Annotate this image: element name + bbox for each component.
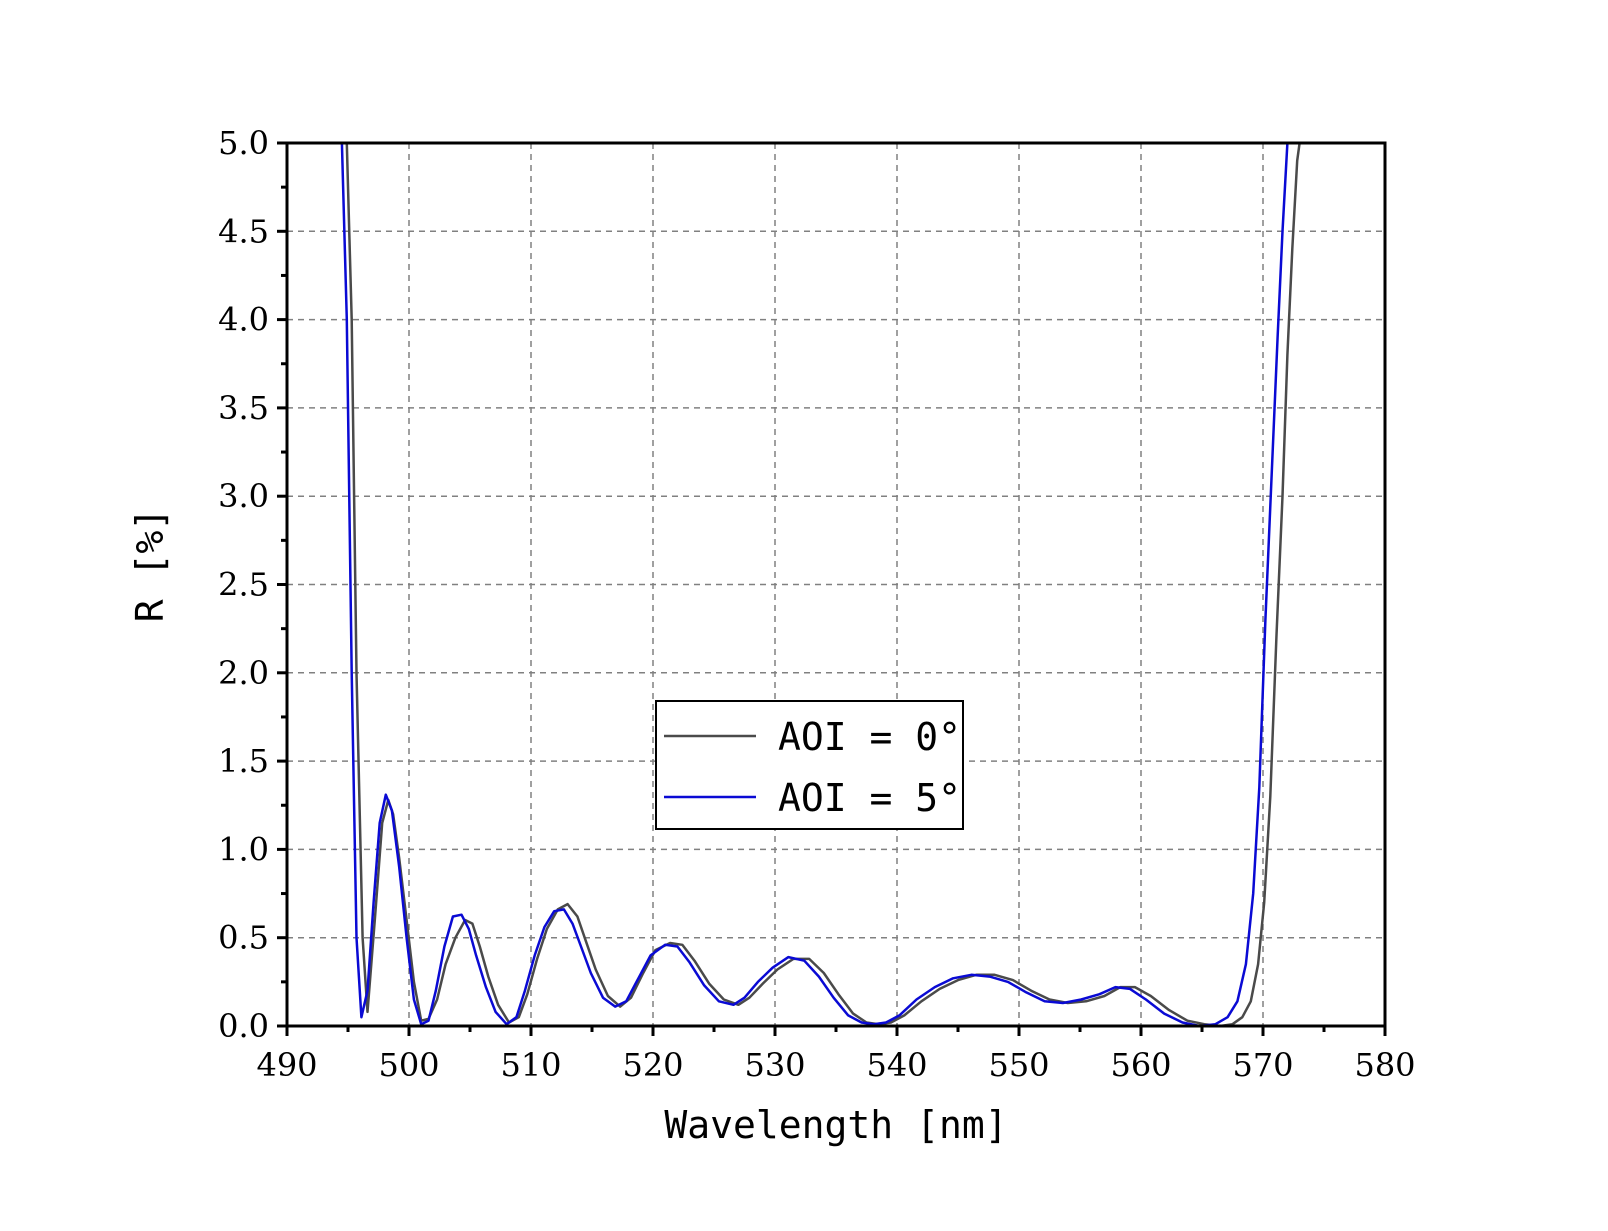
y-tick-label: 0.0 — [218, 1007, 269, 1045]
y-tick-label: 2.0 — [218, 654, 269, 692]
y-axis-title: R [%] — [128, 508, 172, 622]
x-tick-label: 540 — [866, 1046, 927, 1084]
grid — [287, 143, 1385, 1026]
y-tick-label: 1.5 — [218, 742, 269, 780]
y-tick-label: 3.0 — [218, 477, 269, 515]
x-tick-label: 570 — [1232, 1046, 1293, 1084]
series-lines — [340, 143, 1301, 1026]
x-tick-label: 560 — [1110, 1046, 1171, 1084]
series-line-aoi-0 — [345, 143, 1301, 1026]
y-tick-label: 2.5 — [218, 566, 269, 604]
x-tick-label: 550 — [988, 1046, 1049, 1084]
axis-ticks — [277, 141, 1387, 1036]
x-tick-label: 530 — [744, 1046, 805, 1084]
y-tick-label: 1.0 — [218, 830, 269, 868]
y-tick-label: 5.0 — [218, 124, 269, 162]
x-axis-title: Wavelength [nm] — [664, 1103, 1007, 1147]
y-tick-label: 3.5 — [218, 389, 269, 427]
legend-label-aoi-0: AOI = 0° — [778, 715, 961, 759]
plot-frame — [285, 141, 1387, 1028]
x-tick-label: 520 — [622, 1046, 683, 1084]
y-tick-label: 4.0 — [218, 301, 269, 339]
x-tick-label: 580 — [1354, 1046, 1415, 1084]
series-line-aoi-5 — [340, 143, 1293, 1026]
y-tick-labels: 0.0 0.5 1.0 1.5 2.0 2.5 3.0 3.5 4.0 4.5 5.0 — [218, 124, 269, 1045]
legend: AOI = 0° AOI = 5° — [655, 700, 964, 830]
legend-box — [655, 700, 964, 830]
x-tick-label: 490 — [256, 1046, 317, 1084]
x-tick-label: 500 — [378, 1046, 439, 1084]
y-tick-label: 0.5 — [218, 919, 269, 957]
legend-label-aoi-5: AOI = 5° — [778, 776, 961, 820]
y-tick-label: 4.5 — [218, 212, 269, 250]
x-tick-label: 510 — [500, 1046, 561, 1084]
x-tick-labels: 490 500 510 520 530 540 550 560 570 580 — [256, 1046, 1415, 1084]
